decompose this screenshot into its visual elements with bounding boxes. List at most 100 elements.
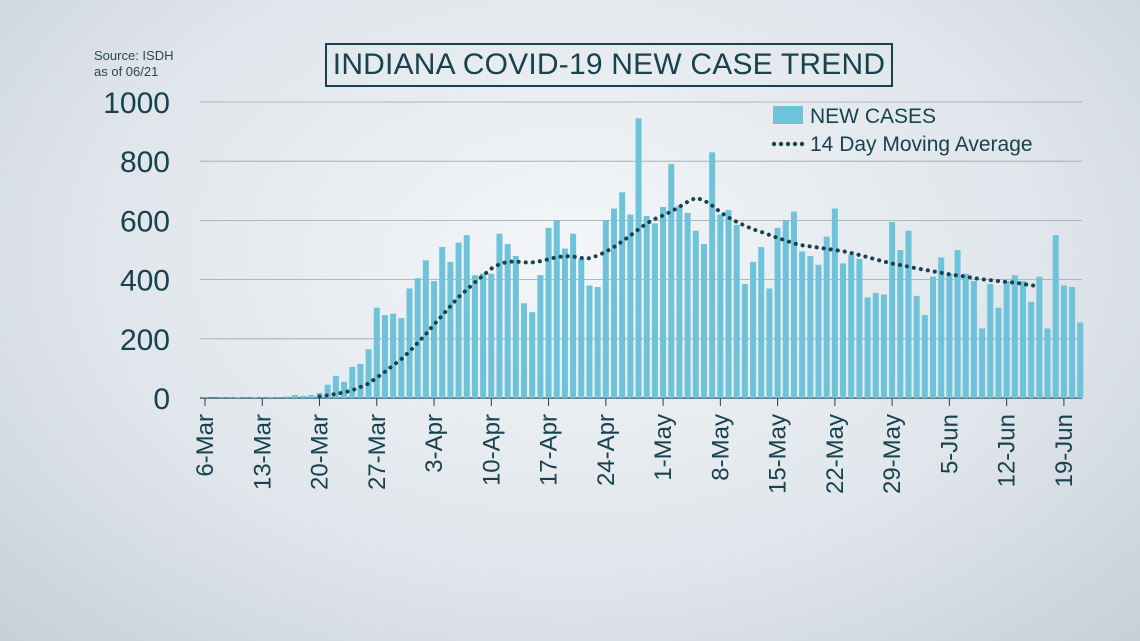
bar [692,230,699,398]
bar [831,208,838,398]
bar [970,281,977,398]
bar [676,205,683,398]
bar [561,248,568,398]
x-tick-label: 29-May [879,414,906,494]
legend-bar-swatch [773,106,803,124]
bar [946,273,953,398]
x-tick-label: 10-Apr [478,414,505,486]
y-tick-label: 400 [120,265,170,298]
legend-line-dot [799,141,805,147]
bar [913,295,920,398]
bar [234,397,241,398]
bar [864,297,871,398]
bar [684,213,691,398]
bar [283,396,290,398]
bar [267,397,274,398]
bar [799,251,806,398]
bar [741,284,748,398]
bar [553,220,560,398]
bar [406,288,413,398]
bar [602,220,609,398]
bar [823,236,830,398]
bar [782,220,789,398]
x-tick-label: 8-May [707,414,734,481]
x-tick-label: 15-May [765,414,792,494]
bar [1036,276,1043,398]
bar [504,244,511,398]
bar [1052,235,1059,398]
legend: NEW CASES 14 Day Moving Average [771,105,1033,156]
bar [660,207,667,398]
x-tick-label: 13-Mar [249,414,276,490]
bar [897,250,904,398]
x-tick-label: 12-Jun [994,414,1021,487]
bar [651,223,658,398]
bar [921,315,928,398]
bar [422,260,429,398]
bar [496,233,503,398]
bar [774,227,781,398]
bar [848,254,855,398]
bar [1003,281,1010,398]
legend-line-dot [792,141,798,147]
bar [758,247,765,398]
bar [365,349,372,398]
x-tick-label: 24-Apr [593,414,620,486]
bar [979,328,986,398]
bar [733,224,740,398]
bar [880,294,887,398]
x-tick-label: 5-Jun [936,414,963,474]
bar [586,285,593,398]
bar [1069,287,1076,398]
bar [815,264,822,398]
bar [300,395,307,398]
bar [700,244,707,398]
bar [463,235,470,398]
x-tick-label: 27-Mar [364,414,391,490]
y-tick-label: 1000 [103,87,170,120]
y-tick-label: 0 [153,383,170,416]
bar [856,258,863,398]
as-of-line: as of 06/21 [94,64,159,79]
y-tick-label: 800 [120,146,170,179]
y-tick-label: 600 [120,205,170,238]
bar [439,247,446,398]
bar [349,366,356,398]
bar [766,288,773,398]
bar [889,221,896,398]
y-tick-label: 200 [120,324,170,357]
bar [578,258,585,398]
legend-label-moving-average: 14 Day Moving Average [810,133,1033,156]
bar [725,210,732,398]
bar [668,164,675,398]
bar [480,273,487,398]
bar [807,255,814,398]
source-line: Source: ISDH [94,48,174,63]
bar [1044,328,1051,398]
bar [594,287,601,398]
bar [643,215,650,398]
legend-label-new-cases: NEW CASES [810,105,936,128]
bar [840,263,847,398]
bar [790,211,797,398]
bar [1077,322,1084,398]
x-tick-label: 19-Jun [1051,414,1078,487]
bar [611,208,617,398]
x-tick-label: 17-Apr [536,414,563,486]
bar [455,242,462,398]
legend-line-dot [771,141,777,147]
bar [431,281,438,398]
bar [251,397,258,398]
x-tick-label: 1-May [650,414,677,481]
bar [488,273,495,398]
bar [341,381,348,398]
bar [635,118,642,398]
bar [545,227,552,398]
bar [291,395,298,398]
bar [357,363,364,398]
bar [537,275,544,398]
bar [570,233,577,398]
bar [373,307,380,398]
bar [750,261,757,398]
